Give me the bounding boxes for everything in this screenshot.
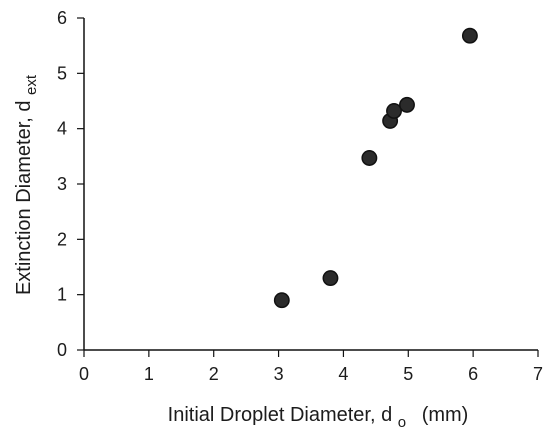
y-tick-label: 0 — [57, 340, 67, 360]
y-tick-label: 3 — [57, 174, 67, 194]
ticks-layer: 0 1 2 3 4 5 6 7 0 1 2 3 4 5 6 — [57, 8, 543, 384]
x-tick-label: 5 — [403, 364, 413, 384]
scatter-point — [273, 292, 290, 309]
points-layer — [273, 27, 478, 309]
y-tick-label: 1 — [57, 285, 67, 305]
x-axis-title-subscript: o — [398, 414, 406, 431]
x-tick-label: 6 — [468, 364, 478, 384]
x-tick-label: 4 — [338, 364, 348, 384]
y-axis-title-main: Extinction Diameter, d — [13, 101, 35, 296]
x-tick-label: 1 — [144, 364, 154, 384]
scatter-point — [399, 96, 415, 113]
scatter-point — [322, 270, 339, 287]
scatter-point — [386, 103, 402, 119]
y-tick-label: 4 — [57, 119, 67, 139]
x-tick-label: 0 — [79, 364, 89, 384]
x-tick-label: 7 — [533, 364, 543, 384]
scatter-point — [361, 150, 378, 166]
scatter-point — [461, 27, 478, 44]
y-tick-label: 2 — [57, 229, 67, 249]
y-axis-title-subscript: ext — [23, 74, 40, 95]
x-tick-label: 2 — [209, 364, 219, 384]
y-axis-title: Extinction Diameter, d ext — [13, 74, 40, 295]
y-tick-label: 5 — [57, 63, 67, 83]
x-tick-label: 3 — [274, 364, 284, 384]
y-tick-label: 6 — [57, 8, 67, 28]
x-axis-title-suffix: (mm) — [422, 404, 469, 426]
axes-layer — [83, 18, 538, 351]
x-axis-title: Initial Droplet Diameter, d o (mm) — [168, 404, 469, 432]
x-axis-title-main: Initial Droplet Diameter, d — [168, 404, 393, 426]
